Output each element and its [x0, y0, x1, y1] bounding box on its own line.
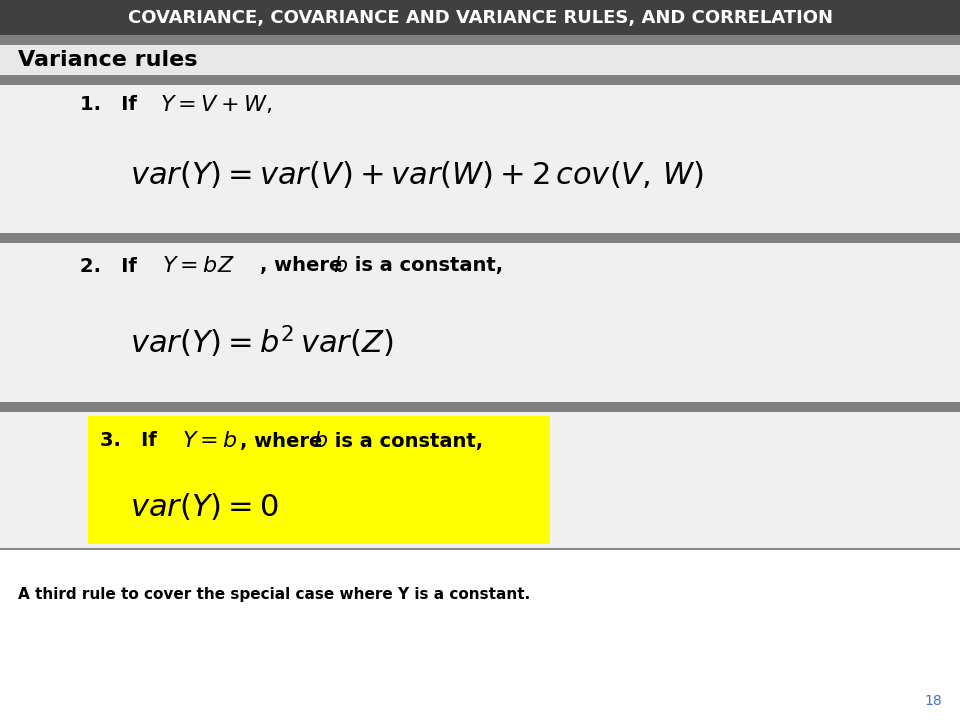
- Text: Variance rules: Variance rules: [18, 50, 198, 70]
- FancyBboxPatch shape: [0, 233, 960, 243]
- Text: COVARIANCE, COVARIANCE AND VARIANCE RULES, AND CORRELATION: COVARIANCE, COVARIANCE AND VARIANCE RULE…: [128, 9, 832, 27]
- Text: , where: , where: [260, 256, 349, 276]
- Text: $\mathit{Y = V + W,}$: $\mathit{Y = V + W,}$: [160, 93, 273, 115]
- FancyBboxPatch shape: [88, 416, 550, 544]
- Text: $\mathit{Y = bZ}$: $\mathit{Y = bZ}$: [162, 256, 234, 276]
- FancyBboxPatch shape: [0, 243, 960, 402]
- Text: $\mathit{var}(Y) = \mathit{var}(V) + \mathit{var}(W) + 2\,\mathit{cov}(V,\,W)$: $\mathit{var}(Y) = \mathit{var}(V) + \ma…: [130, 158, 704, 189]
- FancyBboxPatch shape: [0, 412, 960, 548]
- Text: , where: , where: [240, 431, 329, 451]
- FancyBboxPatch shape: [0, 0, 960, 35]
- FancyBboxPatch shape: [0, 550, 960, 720]
- FancyBboxPatch shape: [0, 402, 960, 412]
- Text: 18: 18: [924, 694, 942, 708]
- FancyBboxPatch shape: [0, 85, 960, 233]
- Text: $\mathit{var}(Y) = 0$: $\mathit{var}(Y) = 0$: [130, 492, 278, 523]
- Text: $\mathit{var}(Y) = b^2\,\mathit{var}(Z)$: $\mathit{var}(Y) = b^2\,\mathit{var}(Z)$: [130, 324, 394, 360]
- Text: 2.   If: 2. If: [80, 256, 144, 276]
- Text: $\mathit{b}$: $\mathit{b}$: [313, 431, 328, 451]
- Text: is a constant,: is a constant,: [328, 431, 483, 451]
- FancyBboxPatch shape: [0, 75, 960, 85]
- FancyBboxPatch shape: [0, 45, 960, 75]
- Text: A third rule to cover the special case where Y is a constant.: A third rule to cover the special case w…: [18, 588, 530, 603]
- Text: 1.   If: 1. If: [80, 94, 144, 114]
- Text: is a constant,: is a constant,: [348, 256, 503, 276]
- FancyBboxPatch shape: [0, 35, 960, 45]
- Text: $\mathit{Y = b}$: $\mathit{Y = b}$: [182, 431, 238, 451]
- Text: $\mathit{b}$: $\mathit{b}$: [333, 256, 348, 276]
- Text: 3.   If: 3. If: [100, 431, 163, 451]
